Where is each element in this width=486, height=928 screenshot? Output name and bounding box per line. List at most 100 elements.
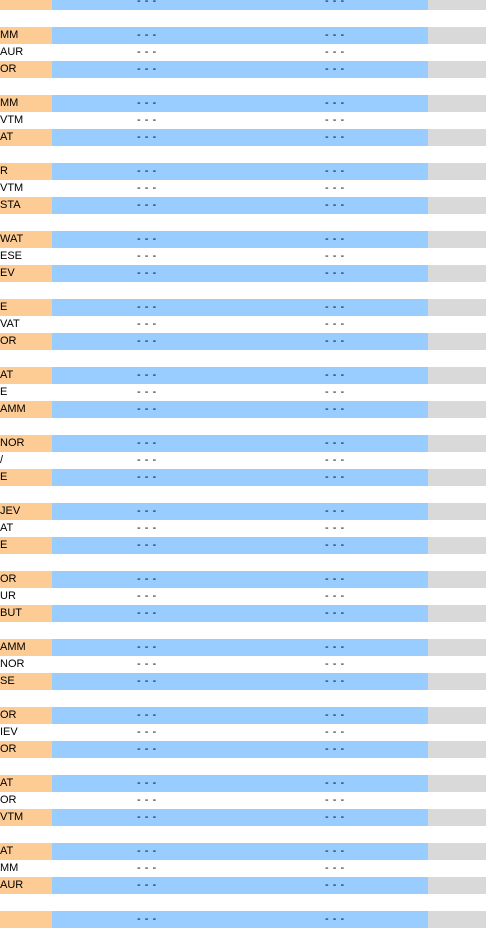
end-cell[interactable] (428, 605, 486, 622)
end-cell[interactable] (428, 571, 486, 588)
value-cell[interactable]: - - -- - - (52, 180, 428, 197)
label-cell[interactable]: AT (0, 775, 52, 792)
label-cell[interactable]: UR (0, 588, 52, 605)
value-cell[interactable]: - - -- - - (52, 384, 428, 401)
value-cell[interactable]: - - -- - - (52, 231, 428, 248)
end-cell[interactable] (428, 809, 486, 826)
label-cell[interactable]: MM (0, 27, 52, 44)
end-cell[interactable] (428, 265, 486, 282)
value-cell[interactable]: - - -- - - (52, 843, 428, 860)
value-cell[interactable]: - - -- - - (52, 112, 428, 129)
label-cell[interactable]: MM (0, 860, 52, 877)
label-cell[interactable]: AT (0, 843, 52, 860)
value-cell[interactable]: - - -- - - (52, 809, 428, 826)
label-cell[interactable]: IEV (0, 724, 52, 741)
end-cell[interactable] (428, 639, 486, 656)
label-cell[interactable]: AT (0, 520, 52, 537)
label-cell[interactable]: MM (0, 95, 52, 112)
value-cell[interactable]: - - -- - - (52, 503, 428, 520)
end-cell[interactable] (428, 27, 486, 44)
end-cell[interactable] (428, 741, 486, 758)
label-cell[interactable]: OR (0, 333, 52, 350)
end-cell[interactable] (428, 520, 486, 537)
value-cell[interactable]: - - -- - - (52, 775, 428, 792)
end-cell[interactable] (428, 367, 486, 384)
end-cell[interactable] (428, 537, 486, 554)
end-cell[interactable] (428, 724, 486, 741)
end-cell[interactable] (428, 129, 486, 146)
label-cell[interactable] (0, 0, 52, 10)
value-cell[interactable]: - - -- - - (52, 367, 428, 384)
value-cell[interactable]: - - -- - - (52, 520, 428, 537)
end-cell[interactable] (428, 469, 486, 486)
label-cell[interactable]: VAT (0, 316, 52, 333)
end-cell[interactable] (428, 673, 486, 690)
value-cell[interactable]: - - -- - - (52, 571, 428, 588)
label-cell[interactable]: JEV (0, 503, 52, 520)
value-cell[interactable]: - - -- - - (52, 333, 428, 350)
end-cell[interactable] (428, 656, 486, 673)
label-cell[interactable]: OR (0, 707, 52, 724)
end-cell[interactable] (428, 44, 486, 61)
value-cell[interactable]: - - -- - - (52, 860, 428, 877)
value-cell[interactable]: - - -- - - (52, 707, 428, 724)
end-cell[interactable] (428, 503, 486, 520)
value-cell[interactable]: - - -- - - (52, 452, 428, 469)
label-cell[interactable]: OR (0, 61, 52, 78)
label-cell[interactable]: E (0, 299, 52, 316)
value-cell[interactable]: - - -- - - (52, 605, 428, 622)
end-cell[interactable] (428, 843, 486, 860)
end-cell[interactable] (428, 911, 486, 928)
label-cell[interactable]: OR (0, 741, 52, 758)
value-cell[interactable]: - - -- - - (52, 911, 428, 928)
label-cell[interactable]: OR (0, 792, 52, 809)
label-cell[interactable]: AT (0, 367, 52, 384)
label-cell[interactable]: E (0, 384, 52, 401)
label-cell[interactable]: STA (0, 197, 52, 214)
end-cell[interactable] (428, 333, 486, 350)
value-cell[interactable]: - - -- - - (52, 316, 428, 333)
value-cell[interactable]: - - -- - - (52, 0, 428, 10)
label-cell[interactable]: E (0, 469, 52, 486)
end-cell[interactable] (428, 860, 486, 877)
end-cell[interactable] (428, 384, 486, 401)
value-cell[interactable]: - - -- - - (52, 792, 428, 809)
end-cell[interactable] (428, 248, 486, 265)
label-cell[interactable]: AT (0, 129, 52, 146)
label-cell[interactable]: AUR (0, 877, 52, 894)
value-cell[interactable]: - - -- - - (52, 95, 428, 112)
label-cell[interactable]: NOR (0, 435, 52, 452)
value-cell[interactable]: - - -- - - (52, 299, 428, 316)
end-cell[interactable] (428, 792, 486, 809)
label-cell[interactable]: SE (0, 673, 52, 690)
label-cell[interactable]: / (0, 452, 52, 469)
label-cell[interactable]: WAT (0, 231, 52, 248)
label-cell[interactable]: NOR (0, 656, 52, 673)
label-cell[interactable]: VTM (0, 809, 52, 826)
value-cell[interactable]: - - -- - - (52, 469, 428, 486)
end-cell[interactable] (428, 299, 486, 316)
end-cell[interactable] (428, 0, 486, 10)
label-cell[interactable]: E (0, 537, 52, 554)
end-cell[interactable] (428, 231, 486, 248)
label-cell[interactable]: BUT (0, 605, 52, 622)
label-cell[interactable]: OR (0, 571, 52, 588)
label-cell[interactable]: VTM (0, 180, 52, 197)
end-cell[interactable] (428, 435, 486, 452)
value-cell[interactable]: - - -- - - (52, 656, 428, 673)
end-cell[interactable] (428, 61, 486, 78)
label-cell[interactable]: AMM (0, 401, 52, 418)
value-cell[interactable]: - - -- - - (52, 129, 428, 146)
label-cell[interactable]: ESE (0, 248, 52, 265)
value-cell[interactable]: - - -- - - (52, 44, 428, 61)
value-cell[interactable]: - - -- - - (52, 265, 428, 282)
value-cell[interactable]: - - -- - - (52, 27, 428, 44)
value-cell[interactable]: - - -- - - (52, 639, 428, 656)
label-cell[interactable]: EV (0, 265, 52, 282)
end-cell[interactable] (428, 452, 486, 469)
value-cell[interactable]: - - -- - - (52, 435, 428, 452)
value-cell[interactable]: - - -- - - (52, 163, 428, 180)
value-cell[interactable]: - - -- - - (52, 401, 428, 418)
value-cell[interactable]: - - -- - - (52, 724, 428, 741)
value-cell[interactable]: - - -- - - (52, 248, 428, 265)
